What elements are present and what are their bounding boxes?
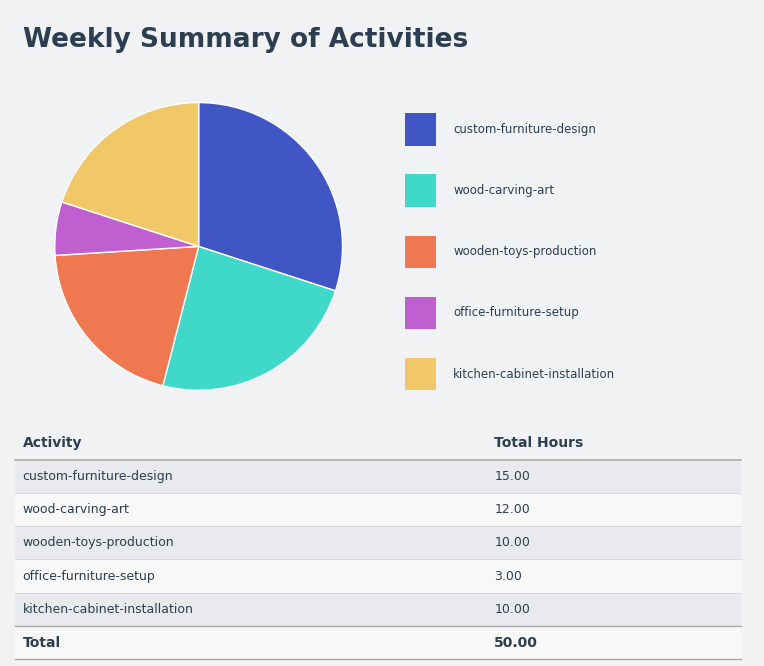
FancyBboxPatch shape (15, 526, 741, 559)
Text: wooden-toys-production: wooden-toys-production (453, 245, 597, 258)
Bar (405, 113, 436, 146)
Text: kitchen-cabinet-installation: kitchen-cabinet-installation (453, 368, 615, 380)
Text: wooden-toys-production: wooden-toys-production (23, 536, 174, 549)
FancyBboxPatch shape (15, 593, 741, 626)
Text: Total: Total (23, 635, 60, 650)
Wedge shape (199, 103, 342, 291)
Text: Weekly Summary of Activities: Weekly Summary of Activities (23, 27, 468, 53)
Text: 50.00: 50.00 (494, 635, 538, 650)
Bar (405, 174, 436, 207)
Text: office-furniture-setup: office-furniture-setup (453, 306, 579, 320)
Text: wood-carving-art: wood-carving-art (23, 503, 129, 516)
Wedge shape (163, 246, 335, 390)
FancyBboxPatch shape (15, 559, 741, 593)
FancyBboxPatch shape (15, 626, 741, 659)
Text: 10.00: 10.00 (494, 603, 530, 616)
Text: 12.00: 12.00 (494, 503, 530, 516)
Bar (405, 236, 436, 268)
Text: custom-furniture-design: custom-furniture-design (23, 470, 173, 483)
Wedge shape (62, 103, 199, 246)
Text: 15.00: 15.00 (494, 470, 530, 483)
Wedge shape (55, 202, 199, 256)
Text: Total Hours: Total Hours (494, 436, 584, 450)
Text: custom-furniture-design: custom-furniture-design (453, 123, 596, 136)
Text: 3.00: 3.00 (494, 569, 522, 583)
Bar (405, 358, 436, 390)
FancyBboxPatch shape (15, 493, 741, 526)
Text: 10.00: 10.00 (494, 536, 530, 549)
Bar (405, 297, 436, 329)
Text: Activity: Activity (23, 436, 82, 450)
Text: kitchen-cabinet-installation: kitchen-cabinet-installation (23, 603, 193, 616)
Text: office-furniture-setup: office-furniture-setup (23, 569, 155, 583)
Wedge shape (55, 246, 199, 386)
FancyBboxPatch shape (15, 460, 741, 493)
Text: wood-carving-art: wood-carving-art (453, 184, 554, 197)
